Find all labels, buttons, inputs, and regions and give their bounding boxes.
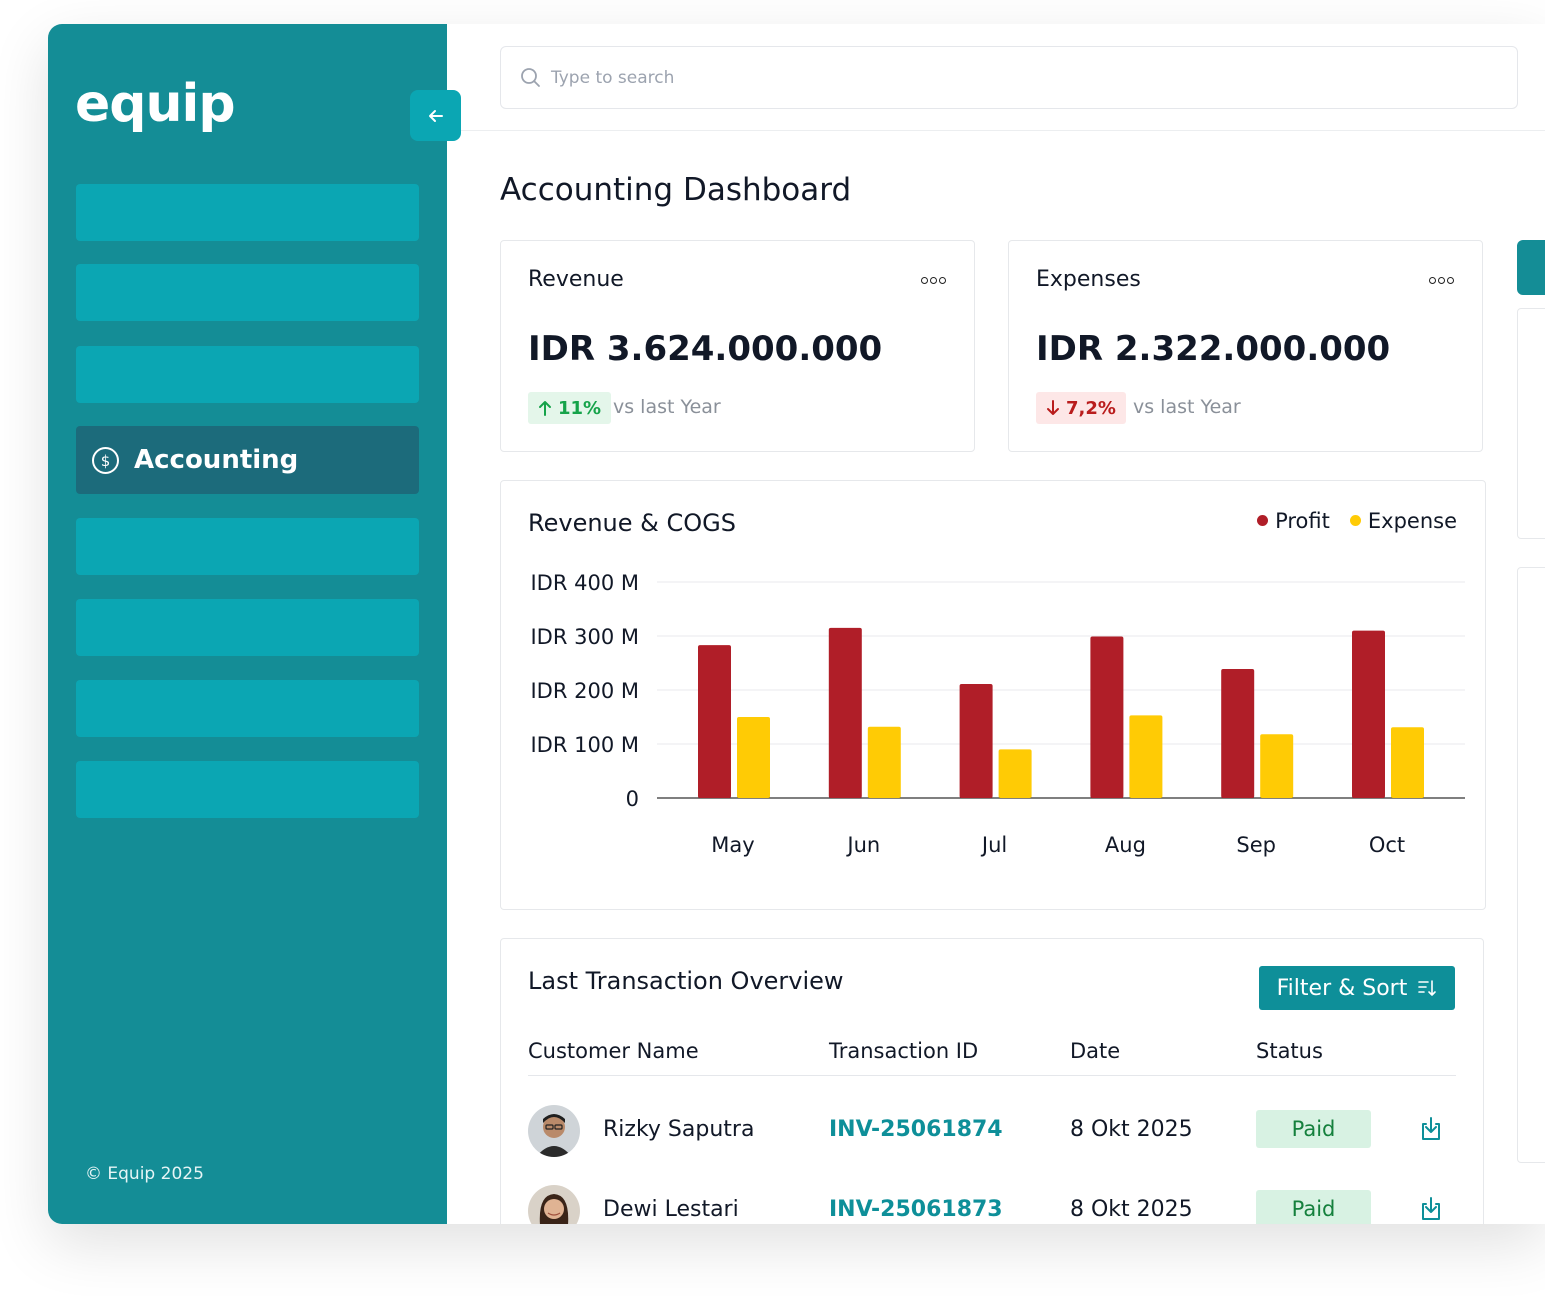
right-panel-card [1517,567,1545,1163]
expenses-value: IDR 2.322.000.000 [1036,329,1391,369]
sidebar-item-1[interactable] [76,184,419,241]
download-icon[interactable] [1417,1195,1445,1224]
expenses-change: 7,2% [1066,397,1116,419]
svg-text:$: $ [101,452,111,470]
avatar [528,1185,580,1224]
legend-expense: Expense [1349,509,1457,533]
arrow-down-icon [1046,400,1060,416]
sidebar-item-2[interactable] [76,264,419,321]
status-badge: Paid [1256,1110,1371,1148]
header-divider [447,130,1545,131]
avatar [528,1105,580,1157]
sidebar-item-label: Accounting [134,445,299,475]
sidebar-item-accounting[interactable]: $ Accounting [76,426,419,494]
y-tick-label: 0 [626,787,639,811]
collapse-sidebar-button[interactable] [410,90,461,141]
bar-expense-sep[interactable] [1260,734,1294,798]
chart-legend: Profit Expense [1257,509,1457,533]
transaction-date: 8 Okt 2025 [1070,1197,1193,1222]
sort-icon [1417,978,1437,998]
sidebar-item-6[interactable] [76,599,419,656]
right-panel-button[interactable] [1517,240,1545,295]
transaction-date: 8 Okt 2025 [1070,1117,1193,1142]
transactions-title: Last Transaction Overview [528,967,844,995]
copyright: © Equip 2025 [85,1164,204,1184]
revenue-card: Revenue IDR 3.624.000.000 11% vs last Ye… [500,240,975,452]
y-tick-label: IDR 400 M [530,571,639,595]
right-panel-card [1517,308,1545,539]
search-bar[interactable]: Type to search [500,46,1518,109]
more-options-icon[interactable] [1429,277,1454,284]
status-badge: Paid [1256,1190,1371,1224]
bar-profit-jul[interactable] [959,684,993,798]
x-tick-label: Jun [845,833,880,857]
column-transaction-id[interactable]: Transaction ID [829,1039,979,1063]
chart-title: Revenue & COGS [528,509,736,537]
bar-profit-aug[interactable] [1090,636,1124,798]
bar-profit-oct[interactable] [1352,630,1385,798]
search-icon [520,67,541,88]
x-tick-label: Jul [980,833,1007,857]
table-row[interactable]: Rizky Saputra INV-25061874 8 Okt 2025 Pa… [501,1105,1484,1165]
customer-name: Rizky Saputra [603,1117,755,1142]
app-window: equip $ Accounting © Equip 2025 Type to … [48,24,1545,1224]
expenses-label: Expenses [1036,267,1141,292]
x-tick-label: May [711,833,754,857]
legend-expense-dot [1349,514,1361,526]
dollar-icon: $ [91,446,120,475]
x-tick-label: Oct [1369,833,1405,857]
table-header-divider [528,1075,1456,1076]
legend-profit-label: Profit [1275,509,1330,533]
column-status[interactable]: Status [1256,1039,1323,1063]
search-input[interactable]: Type to search [551,67,675,88]
expenses-comparison: vs last Year [1133,396,1241,418]
revenue-label: Revenue [528,267,624,292]
y-tick-label: IDR 300 M [530,625,639,649]
transaction-id-link[interactable]: INV-25061874 [829,1117,1003,1142]
legend-profit: Profit [1257,509,1330,533]
transaction-id-link[interactable]: INV-25061873 [829,1197,1003,1222]
expenses-change-badge: 7,2% [1036,392,1126,424]
arrow-up-icon [538,400,552,416]
revenue-change: 11% [558,397,602,419]
filter-sort-button[interactable]: Filter & Sort [1259,966,1455,1010]
arrow-left-icon [426,106,446,126]
sidebar: equip $ Accounting © Equip 2025 [48,24,447,1224]
bar-expense-jun[interactable] [867,726,901,798]
revenue-change-badge: 11% [528,392,612,424]
sidebar-item-8[interactable] [76,761,419,818]
y-tick-label: IDR 100 M [530,733,639,757]
x-tick-label: Aug [1105,833,1146,857]
column-customer-name[interactable]: Customer Name [528,1039,699,1063]
logo: equip [75,74,236,134]
more-options-icon[interactable] [921,277,946,284]
revenue-comparison: vs last Year [613,396,721,418]
bar-profit-may[interactable] [698,645,731,798]
bar-expense-aug[interactable] [1129,715,1163,798]
revenue-value: IDR 3.624.000.000 [528,329,883,369]
x-tick-label: Sep [1236,833,1276,857]
sidebar-item-5[interactable] [76,518,419,575]
table-row[interactable]: Dewi Lestari INV-25061873 8 Okt 2025 Pai… [501,1185,1484,1224]
download-icon[interactable] [1417,1115,1445,1147]
bar-profit-sep[interactable] [1221,668,1255,798]
expenses-card: Expenses IDR 2.322.000.000 7,2% vs last … [1008,240,1483,452]
y-tick-label: IDR 200 M [530,679,639,703]
legend-profit-dot [1257,514,1269,526]
customer-name: Dewi Lestari [603,1197,739,1222]
filter-sort-label: Filter & Sort [1276,975,1408,1001]
legend-expense-label: Expense [1367,509,1457,533]
sidebar-item-7[interactable] [76,680,419,737]
page-title: Accounting Dashboard [500,172,852,208]
bar-expense-may[interactable] [737,717,770,798]
sidebar-item-3[interactable] [76,346,419,403]
bar-expense-jul[interactable] [998,749,1032,798]
bar-chart: IDR 400 M IDR 300 M IDR 200 M IDR 100 M 0 May… [530,571,1465,857]
bar-profit-jun[interactable] [828,627,862,798]
bar-expense-oct[interactable] [1391,727,1424,798]
transactions-card: Last Transaction Overview Filter & Sort … [500,938,1484,1224]
column-date[interactable]: Date [1070,1039,1121,1063]
